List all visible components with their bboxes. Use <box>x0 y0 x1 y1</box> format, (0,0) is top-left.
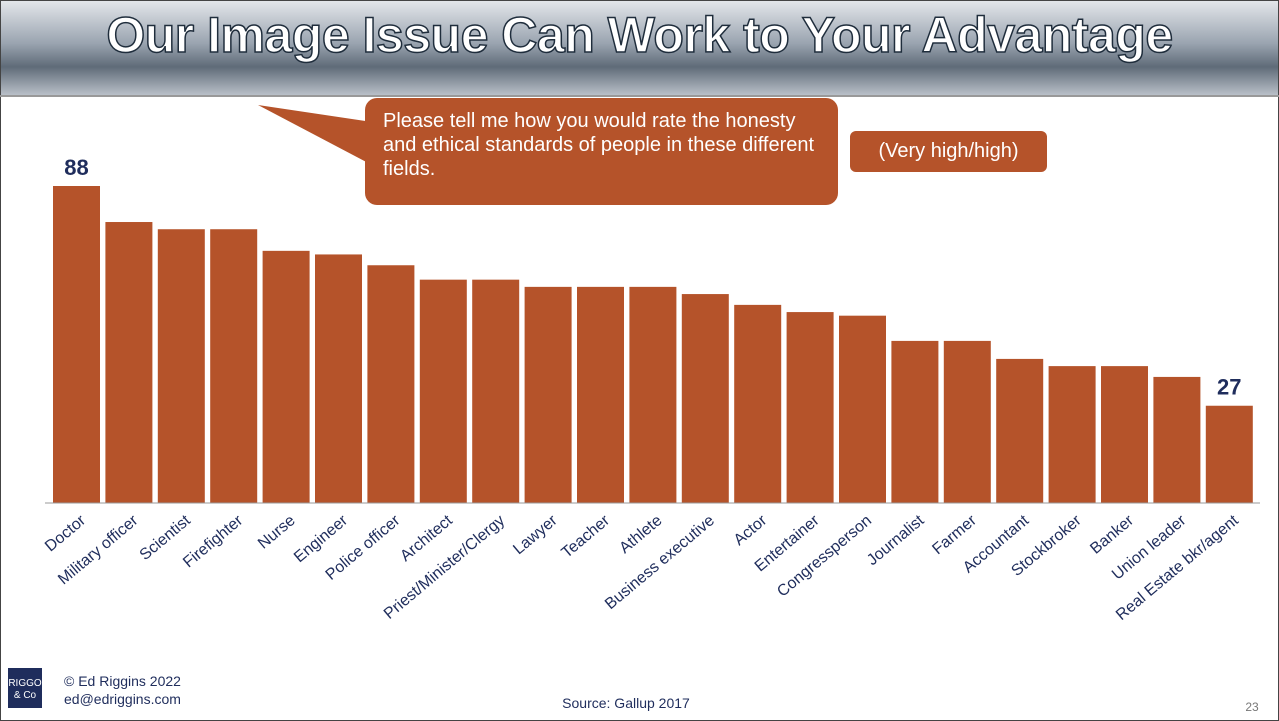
logo-text: RIGGO <box>8 678 42 689</box>
bar <box>105 222 153 504</box>
bar <box>839 315 886 503</box>
x-tick-label: Teacher <box>559 512 614 562</box>
x-tick-label: Firefighter <box>180 512 247 572</box>
source: Source: Gallup 2017 <box>562 695 690 711</box>
bar <box>1048 366 1096 503</box>
bar <box>1205 405 1253 503</box>
bar <box>315 254 362 503</box>
callout-tail <box>258 105 372 165</box>
x-tick-label: Banker <box>1087 512 1137 558</box>
logo-text: & Co <box>14 690 37 701</box>
bar <box>734 304 782 503</box>
annotation: (Very high/high) <box>878 140 1019 162</box>
page-number: 23 <box>1245 700 1259 714</box>
bar <box>629 286 677 503</box>
bar <box>472 279 520 503</box>
logo <box>8 668 42 708</box>
title-band <box>1 1 1278 95</box>
x-tick-label: Nurse <box>255 512 299 553</box>
x-tick-label: Farmer <box>929 512 980 559</box>
x-tick-label: Journalist <box>864 512 928 569</box>
bar <box>577 286 624 503</box>
bar <box>943 340 991 503</box>
annotation: Please tell me how you would rate the ho… <box>383 110 815 180</box>
bar <box>1153 376 1201 503</box>
x-tick-label: Congressperson <box>774 512 875 600</box>
bar <box>262 250 310 503</box>
callout-box <box>365 98 838 205</box>
x-tick-label: Actor <box>731 512 771 549</box>
bar <box>367 265 415 503</box>
bar <box>524 286 572 503</box>
bar <box>681 294 729 503</box>
bar <box>1101 366 1148 503</box>
x-tick-label: Athlete <box>616 512 665 557</box>
data-label: 27 <box>1217 375 1241 400</box>
bar <box>53 186 100 503</box>
x-tick-label: Lawyer <box>510 512 561 559</box>
bar <box>419 279 467 503</box>
bar <box>786 312 834 503</box>
data-label: 88 <box>64 155 88 180</box>
email: ed@edriggins.com <box>64 691 181 707</box>
copyright: © Ed Riggins 2022 <box>64 673 181 689</box>
chart-title: Our Image Issue Can Work to Your Advanta… <box>106 6 1174 64</box>
bar <box>891 340 939 503</box>
bar <box>996 358 1044 503</box>
x-tick-label: Doctor <box>42 512 90 556</box>
bar <box>210 229 258 503</box>
bar <box>157 229 205 503</box>
note-box <box>850 131 1047 172</box>
